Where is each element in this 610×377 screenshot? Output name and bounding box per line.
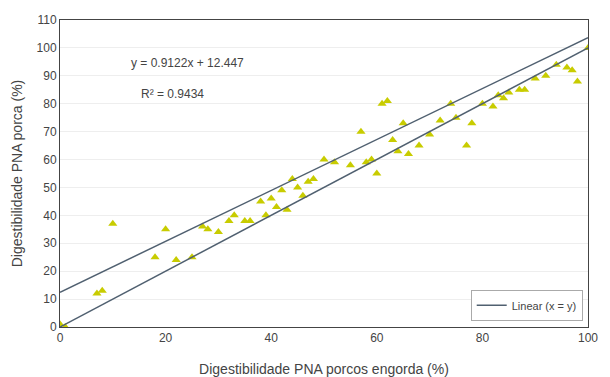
svg-text:20: 20 — [43, 264, 57, 278]
svg-text:20: 20 — [159, 331, 173, 345]
svg-text:100: 100 — [37, 41, 57, 55]
svg-text:70: 70 — [43, 125, 57, 139]
svg-text:Digestibilidade PNA porcos eng: Digestibilidade PNA porcos engorda (%) — [199, 361, 449, 377]
svg-text:110: 110 — [37, 13, 56, 27]
svg-text:Linear (x = y): Linear (x = y) — [512, 300, 576, 312]
svg-text:R² = 0.9434: R² = 0.9434 — [141, 87, 204, 101]
svg-text:60: 60 — [370, 331, 384, 345]
svg-text:40: 40 — [265, 331, 279, 345]
svg-text:Digestibilidade PNA porca (%): Digestibilidade PNA porca (%) — [9, 80, 25, 268]
svg-text:80: 80 — [43, 97, 57, 111]
svg-text:60: 60 — [43, 153, 57, 167]
svg-text:30: 30 — [43, 236, 57, 250]
svg-text:10: 10 — [43, 292, 57, 306]
svg-text:0: 0 — [57, 331, 64, 345]
svg-text:50: 50 — [43, 181, 57, 195]
svg-text:80: 80 — [476, 331, 490, 345]
svg-text:90: 90 — [43, 69, 57, 83]
svg-text:100: 100 — [578, 331, 598, 345]
svg-text:y = 0.9122x + 12.447: y = 0.9122x + 12.447 — [131, 56, 244, 70]
svg-text:0: 0 — [50, 320, 57, 334]
svg-text:40: 40 — [43, 209, 57, 223]
